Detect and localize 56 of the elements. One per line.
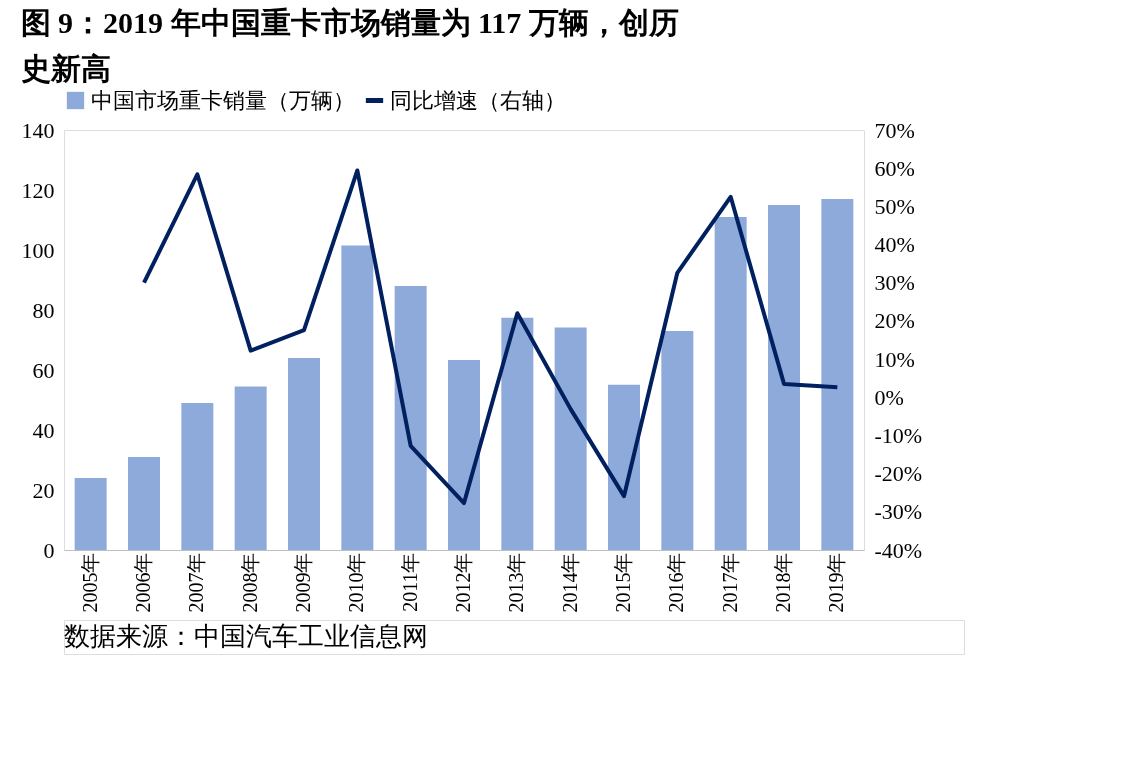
- bar: [448, 360, 480, 550]
- y2-tick-label: 10%: [874, 346, 915, 372]
- y2-tick-label: 30%: [874, 270, 915, 296]
- y-tick-label: 20: [32, 477, 55, 503]
- bar: [74, 478, 107, 550]
- x-tick-label: 2017年: [718, 552, 741, 613]
- y2-tick-label: -40%: [874, 537, 923, 563]
- y2-tick-label: -30%: [874, 499, 923, 525]
- bar: [288, 358, 320, 550]
- legend-label: 中国市场重卡销量（万辆）: [91, 87, 355, 113]
- y2-tick-label: -10%: [874, 422, 923, 448]
- y2-tick-label: 70%: [874, 117, 915, 143]
- x-tick-label: 2018年: [772, 552, 794, 613]
- y2-tick-label: 0%: [874, 384, 904, 410]
- bar: [661, 331, 694, 550]
- y2-tick-label: 40%: [874, 232, 915, 258]
- x-tick-label: 2011年: [398, 552, 421, 612]
- bar: [341, 245, 374, 550]
- x-tick-label: 2019年: [825, 552, 848, 613]
- text: 史新高: [20, 51, 111, 85]
- x-tick-label: 2008年: [238, 552, 261, 613]
- bar: [181, 403, 214, 550]
- y-tick-label: 140: [21, 117, 55, 143]
- y2-tick-label: 60%: [874, 155, 915, 181]
- source-note: 数据来源：中国汽车工业信息网: [64, 622, 428, 651]
- x-tick-label: 2007年: [185, 552, 208, 613]
- y2-tick-label: -20%: [874, 461, 923, 487]
- bar: [608, 384, 640, 550]
- y-tick-label: 0: [43, 537, 55, 563]
- y2-tick-label: 20%: [874, 308, 915, 334]
- x-tick-label: 2005年: [78, 552, 101, 613]
- bar: [501, 317, 534, 550]
- x-tick-label: 2006年: [132, 552, 154, 613]
- x-tick-label: 2010年: [345, 552, 368, 613]
- bar: [128, 457, 160, 550]
- x-tick-label: 2013年: [505, 552, 528, 613]
- x-tick-label: 2012年: [452, 552, 474, 613]
- bar: [234, 386, 267, 550]
- x-tick-label: 2016年: [665, 552, 688, 613]
- y-tick-label: 60: [32, 357, 55, 383]
- legend-label: 同比增速（右轴）: [390, 87, 566, 113]
- bar: [714, 217, 747, 550]
- bar: [394, 286, 427, 550]
- x-tick-label: 2015年: [612, 552, 634, 613]
- text: 图 9：2019 年中国重卡市场销量为 117 万辆，创历: [20, 5, 679, 39]
- line-series: [142, 168, 840, 506]
- x-tick-label: 2014年: [558, 552, 581, 613]
- bar: [821, 199, 854, 550]
- x-tick-label: 2009年: [292, 552, 314, 613]
- y-tick-label: 100: [21, 237, 55, 263]
- y-tick-label: 120: [21, 177, 55, 203]
- bar: [768, 205, 800, 550]
- y2-tick-label: 50%: [874, 193, 915, 219]
- y-tick-label: 80: [32, 297, 55, 323]
- bar: [554, 327, 587, 550]
- y-tick-label: 40: [32, 417, 55, 443]
